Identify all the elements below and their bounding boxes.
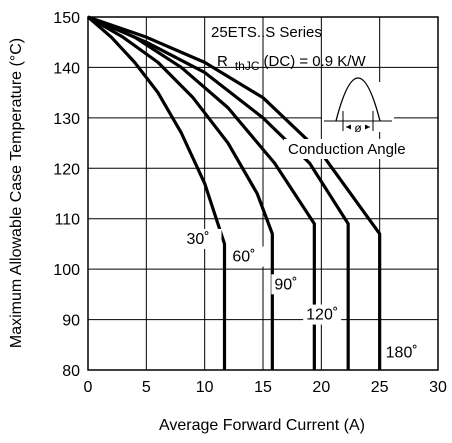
series-label: 180˚ <box>386 344 418 361</box>
y-tick-label: 90 <box>62 313 80 330</box>
x-axis-title: Average Forward Current (A) <box>159 417 365 434</box>
series-title-annotation: 25ETS..S Series <box>211 24 322 41</box>
x-tick-label: 30 <box>429 379 447 396</box>
series-label: 60˚ <box>232 249 255 266</box>
y-tick-label: 80 <box>62 363 80 380</box>
series-label: 90˚ <box>274 276 297 293</box>
y-axis-title: Maximum Allowable Case Temperature (°C) <box>8 38 25 348</box>
y-tick-label: 150 <box>53 10 80 27</box>
y-tick-label: 110 <box>54 212 80 229</box>
rth-prefix: R <box>217 53 228 70</box>
x-tick-label: 20 <box>312 379 330 396</box>
series-label: 120˚ <box>306 307 338 324</box>
x-tick-label: 10 <box>196 379 214 396</box>
y-tick-label: 140 <box>53 60 80 77</box>
y-tick-label: 100 <box>53 262 80 279</box>
rth-subscript: thJC <box>235 59 260 73</box>
y-tick-label: 120 <box>53 161 80 178</box>
y-tick-labels: 80 90 100 110 120 130 140 150 <box>53 10 80 380</box>
series-line <box>88 17 225 370</box>
x-tick-label: 5 <box>142 379 151 396</box>
x-tick-label: 0 <box>84 379 93 396</box>
rth-suffix: (DC) = 0.9 K/W <box>264 53 367 70</box>
conduction-angle-label: Conduction Angle <box>288 141 406 158</box>
phi-label: ø <box>354 121 362 135</box>
y-tick-label: 130 <box>53 111 80 128</box>
x-tick-labels: 0 5 10 15 20 25 30 <box>84 379 447 396</box>
x-tick-label: 25 <box>371 379 389 396</box>
x-tick-label: 15 <box>254 379 272 396</box>
series-label: 30˚ <box>187 231 210 248</box>
series-labels: 30˚ 60˚ 90˚ 120˚ 180˚ <box>184 229 421 362</box>
